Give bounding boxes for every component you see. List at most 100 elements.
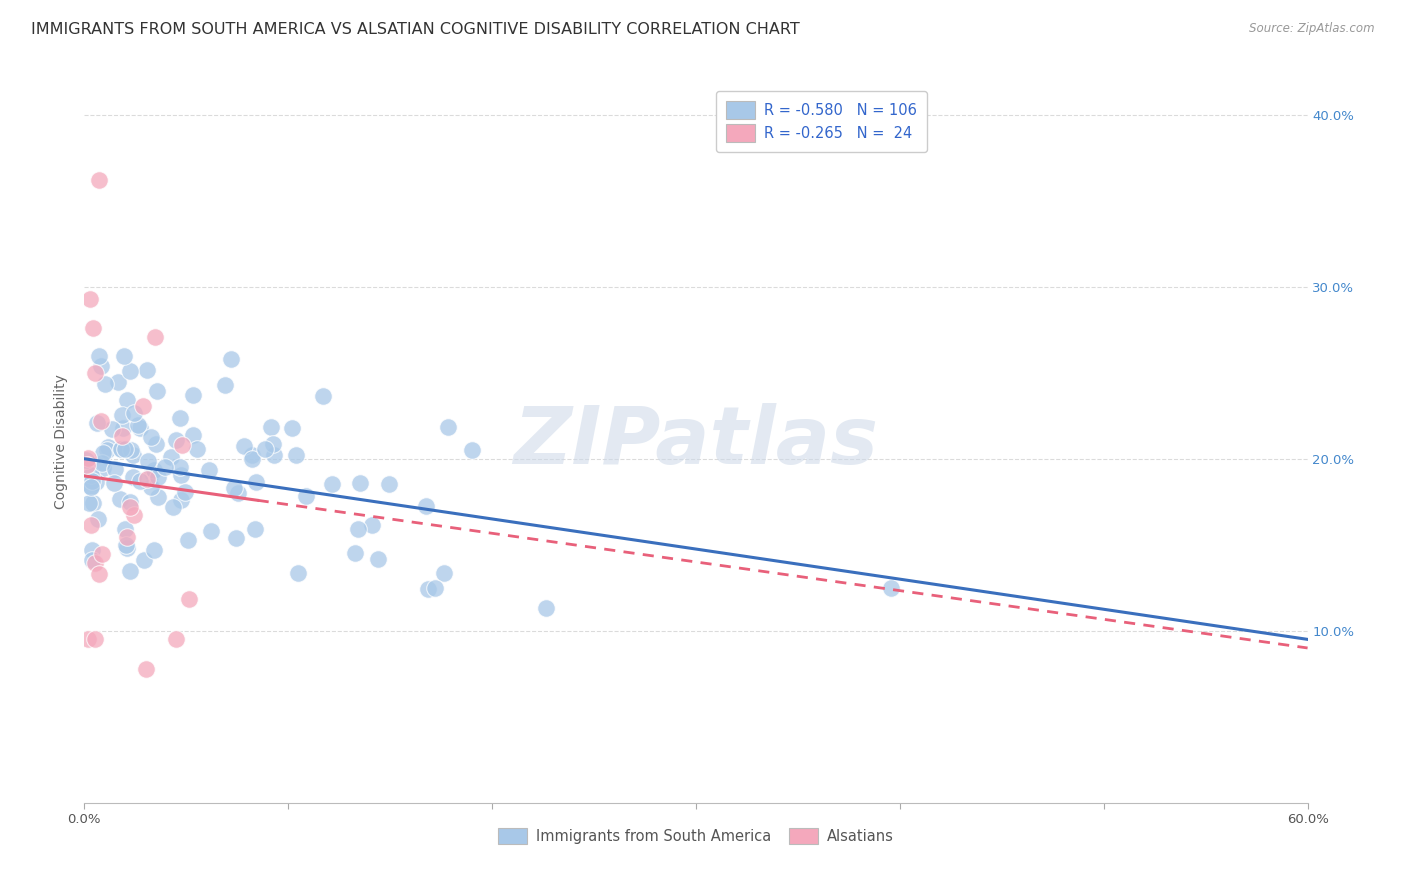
Point [86,416,108,430]
Point [347,522,370,536]
Point [77,496,100,510]
Point [112,349,135,363]
Point [262,437,284,451]
Point [143,542,166,557]
Point [128,420,150,434]
Point [243,523,266,537]
Point [181,387,204,401]
Point [120,565,142,579]
Point [437,420,460,434]
Point [80,474,103,488]
Point [311,389,333,403]
Point [226,485,249,500]
Point [84,475,107,489]
Point [263,448,285,462]
Point [127,418,149,433]
Point [287,566,309,580]
Point [114,522,136,536]
Point [118,364,141,378]
Point [136,363,159,377]
Y-axis label: Cognitive Disability: Cognitive Disability [55,374,69,509]
Point [378,477,401,491]
Point [433,566,456,580]
Point [159,450,181,464]
Point [87,349,110,363]
Point [349,476,371,491]
Point [84,556,107,570]
Point [880,581,903,595]
Point [146,490,169,504]
Point [120,494,142,508]
Point [91,456,114,470]
Point [110,492,132,507]
Point [115,538,138,552]
Point [79,467,101,482]
Point [260,419,283,434]
Point [172,438,194,452]
Point [77,632,100,647]
Point [93,446,115,460]
Point [245,475,267,490]
Point [87,173,110,187]
Point [83,366,105,380]
Point [253,442,276,456]
Point [285,448,308,462]
Point [76,450,98,465]
Legend: Immigrants from South America, Alsatians: Immigrants from South America, Alsatians [492,822,900,850]
Point [110,442,132,457]
Point [177,533,200,548]
Point [110,408,132,422]
Point [111,428,134,442]
Point [117,541,139,556]
Text: ZIPatlas: ZIPatlas [513,402,879,481]
Point [170,467,193,482]
Point [112,421,135,435]
Point [90,414,112,428]
Point [110,442,132,456]
Point [136,472,159,486]
Point [148,470,170,484]
Point [107,375,129,389]
Point [82,553,104,567]
Point [145,384,167,398]
Point [120,500,142,515]
Point [79,292,101,306]
Point [200,524,222,538]
Point [141,480,163,494]
Point [145,437,167,451]
Point [136,454,159,468]
Point [219,351,242,366]
Point [91,547,114,561]
Point [169,411,191,425]
Point [367,552,389,566]
Point [225,531,247,545]
Point [295,489,318,503]
Point [416,582,439,596]
Point [87,512,110,526]
Point [534,601,557,615]
Point [90,359,112,373]
Point [96,442,118,457]
Point [80,518,103,533]
Point [142,463,165,477]
Point [120,442,142,457]
Point [93,376,115,391]
Point [80,543,103,558]
Point [115,530,138,544]
Point [101,422,124,436]
Point [186,442,208,457]
Text: IMMIGRANTS FROM SOUTH AMERICA VS ALSATIAN COGNITIVE DISABILITY CORRELATION CHART: IMMIGRANTS FROM SOUTH AMERICA VS ALSATIA… [31,22,800,37]
Point [344,546,367,560]
Point [461,443,484,458]
Point [174,484,197,499]
Point [79,480,101,494]
Point [222,481,245,495]
Point [104,462,127,476]
Point [132,553,155,567]
Point [89,566,111,581]
Point [122,406,145,420]
Point [76,458,98,472]
Point [83,632,105,647]
Point [115,393,138,408]
Point [281,421,304,435]
